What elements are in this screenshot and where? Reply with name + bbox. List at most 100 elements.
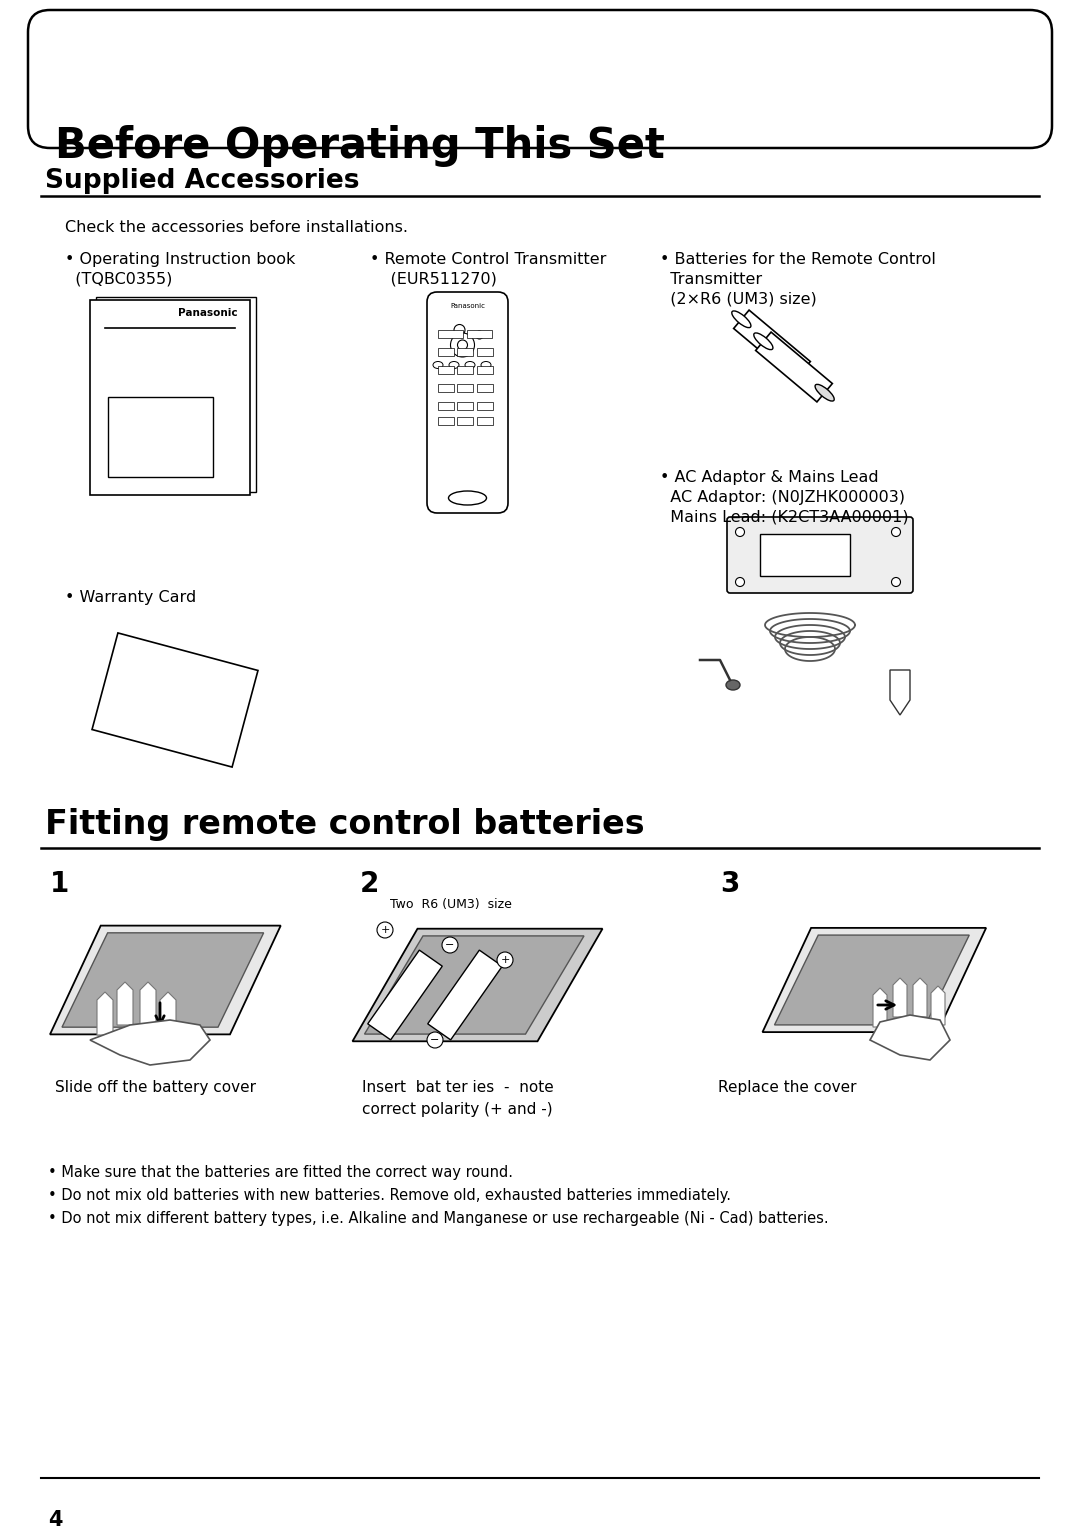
Text: (EUR511270): (EUR511270) [370,272,497,287]
Bar [457,417,473,425]
Text: +: + [500,955,510,966]
Circle shape [475,332,484,339]
Polygon shape [733,310,810,380]
Bar [90,299,249,495]
Text: Fitting remote control batteries: Fitting remote control batteries [45,808,645,840]
Polygon shape [870,1015,950,1060]
Bar [477,384,492,393]
Polygon shape [140,983,156,1025]
Bar [477,348,492,356]
Ellipse shape [793,362,812,379]
Text: (2×R6 (UM3) size): (2×R6 (UM3) size) [660,292,816,307]
Circle shape [442,937,458,953]
Circle shape [497,952,513,969]
Polygon shape [913,978,927,1018]
Bar [438,384,454,393]
Bar [438,330,463,338]
Text: Panasonic: Panasonic [178,309,238,318]
Bar [457,402,473,410]
FancyBboxPatch shape [427,292,508,513]
Ellipse shape [448,490,486,504]
Polygon shape [873,989,887,1027]
Circle shape [891,578,901,587]
Ellipse shape [815,385,834,400]
Text: Transmitter: Transmitter [660,272,762,287]
Polygon shape [352,929,603,1041]
Bar [760,533,850,576]
Ellipse shape [726,680,740,691]
Text: 4: 4 [48,1510,63,1528]
Bar [477,402,492,410]
Bar [438,402,454,410]
Text: • Warranty Card: • Warranty Card [65,590,197,605]
Polygon shape [367,950,443,1041]
Circle shape [427,1031,443,1048]
Polygon shape [428,950,502,1041]
Ellipse shape [754,333,773,350]
Ellipse shape [433,362,443,368]
Text: 2: 2 [360,869,379,898]
Text: −: − [445,940,455,950]
Bar [467,330,492,338]
Circle shape [735,578,744,587]
Polygon shape [50,926,281,1034]
Polygon shape [365,937,584,1034]
Ellipse shape [481,362,491,368]
Text: +: + [380,924,390,935]
Text: (TQBC0355): (TQBC0355) [65,272,173,287]
Polygon shape [92,633,258,767]
Text: Supplied Accessories: Supplied Accessories [45,168,360,194]
Polygon shape [117,983,133,1025]
Polygon shape [931,986,945,1025]
Text: 1: 1 [50,869,69,898]
Bar [108,397,213,477]
Text: • Remote Control Transmitter: • Remote Control Transmitter [370,252,606,267]
Text: AC Adaptor: (N0JZHK000003): AC Adaptor: (N0JZHK000003) [660,490,905,504]
Circle shape [450,333,474,358]
Text: Check the accessories before installations.: Check the accessories before installatio… [65,220,408,235]
Bar [438,417,454,425]
Polygon shape [893,978,907,1018]
Polygon shape [90,1021,210,1065]
Circle shape [454,324,465,336]
Polygon shape [160,992,176,1034]
Text: • Make sure that the batteries are fitted the correct way round.: • Make sure that the batteries are fitte… [48,1164,513,1180]
Bar [477,417,492,425]
Bar [477,367,492,374]
Bar [96,296,256,492]
Polygon shape [756,332,833,402]
Circle shape [891,527,901,536]
Circle shape [735,527,744,536]
Text: • AC Adaptor & Mains Lead: • AC Adaptor & Mains Lead [660,471,879,484]
Text: correct polarity (+ and -): correct polarity (+ and -) [362,1102,553,1117]
Text: • Operating Instruction book: • Operating Instruction book [65,252,295,267]
Text: Mains Lead: (K2CT3AA00001): Mains Lead: (K2CT3AA00001) [660,510,908,526]
Bar [438,348,454,356]
Bar [438,367,454,374]
Polygon shape [62,932,264,1027]
Polygon shape [890,669,910,715]
Polygon shape [774,935,969,1025]
Bar [457,348,473,356]
Text: −: − [430,1034,440,1045]
Text: • Do not mix old batteries with new batteries. Remove old, exhausted batteries i: • Do not mix old batteries with new batt… [48,1187,731,1203]
Polygon shape [97,992,113,1034]
Text: • Do not mix different battery types, i.e. Alkaline and Manganese or use recharg: • Do not mix different battery types, i.… [48,1212,828,1225]
Text: Two  R6 (UM3)  size: Two R6 (UM3) size [390,898,512,911]
Text: • Batteries for the Remote Control: • Batteries for the Remote Control [660,252,936,267]
Bar [457,367,473,374]
Text: Panasonic: Panasonic [450,303,485,309]
Text: Insert  bat ter ies  -  note: Insert bat ter ies - note [362,1080,554,1096]
Ellipse shape [449,362,459,368]
Text: Before Operating This Set: Before Operating This Set [55,125,665,167]
Text: Replace the cover: Replace the cover [718,1080,856,1096]
FancyBboxPatch shape [28,11,1052,148]
Circle shape [377,921,393,938]
Ellipse shape [732,310,751,327]
FancyBboxPatch shape [727,516,913,593]
Text: 3: 3 [720,869,740,898]
Bar [457,384,473,393]
Polygon shape [762,927,986,1031]
Circle shape [458,341,468,350]
Ellipse shape [465,362,475,368]
